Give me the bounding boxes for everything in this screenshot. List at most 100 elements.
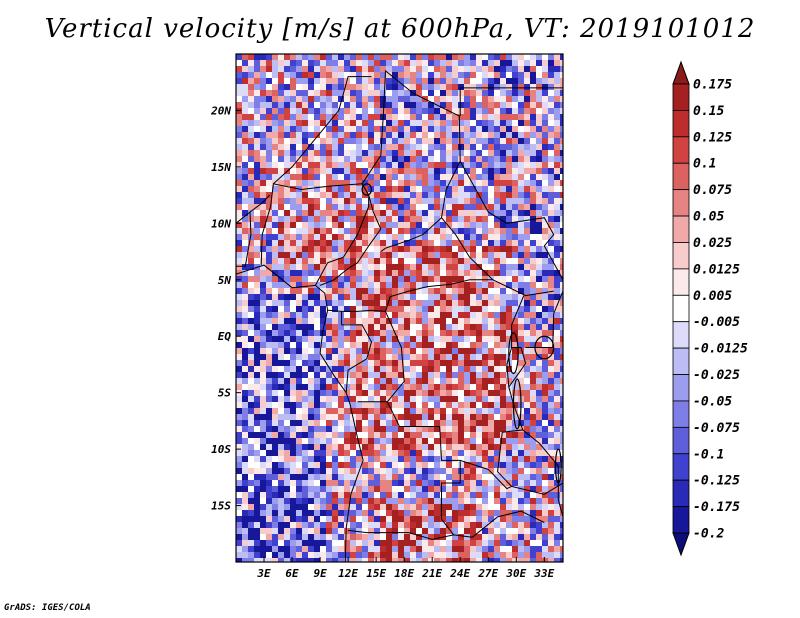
field-cell (344, 228, 351, 235)
field-cell (278, 192, 285, 199)
field-cell (236, 222, 243, 229)
field-cell (260, 480, 267, 487)
field-cell (416, 390, 423, 397)
field-cell (446, 210, 453, 217)
field-cell (422, 180, 429, 187)
field-cell (404, 558, 411, 562)
field-cell (452, 420, 459, 427)
field-cell (536, 138, 543, 145)
field-cell (416, 426, 423, 433)
field-cell (260, 468, 267, 475)
field-cell (482, 288, 489, 295)
field-cell (350, 360, 357, 367)
field-cell (386, 150, 393, 157)
field-cell (410, 354, 417, 361)
field-cell (290, 192, 297, 199)
field-cell (482, 444, 489, 451)
field-cell (524, 468, 531, 475)
field-cell (302, 216, 309, 223)
field-cell (464, 252, 471, 259)
field-cell (440, 306, 447, 313)
field-cell (530, 456, 537, 463)
field-cell (278, 492, 285, 499)
field-cell (470, 132, 477, 139)
field-cell (272, 306, 279, 313)
field-cell (302, 138, 309, 145)
field-cell (302, 402, 309, 409)
field-cell (374, 168, 381, 175)
field-cell (482, 456, 489, 463)
field-cell (446, 336, 453, 343)
field-cell (302, 294, 309, 301)
field-cell (278, 198, 285, 205)
field-cell (548, 168, 555, 175)
field-cell (524, 138, 531, 145)
field-cell (434, 204, 441, 211)
field-cell (446, 84, 453, 91)
field-cell (368, 66, 375, 73)
field-cell (410, 258, 417, 265)
field-cell (548, 492, 555, 499)
field-cell (554, 402, 561, 409)
field-cell (296, 378, 303, 385)
field-cell (374, 312, 381, 319)
field-cell (542, 372, 549, 379)
field-cell (524, 60, 531, 67)
field-cell (440, 504, 447, 511)
field-cell (236, 204, 243, 211)
field-cell (332, 180, 339, 187)
field-cell (356, 66, 363, 73)
field-cell (290, 396, 297, 403)
field-cell (488, 246, 495, 253)
field-cell (482, 210, 489, 217)
field-cell (410, 264, 417, 271)
field-cell (446, 360, 453, 367)
field-cell (446, 192, 453, 199)
field-cell (272, 372, 279, 379)
field-cell (464, 288, 471, 295)
field-cell (272, 330, 279, 337)
field-cell (512, 396, 519, 403)
field-cell (236, 552, 243, 559)
field-cell (248, 90, 255, 97)
field-cell (242, 312, 249, 319)
field-cell (464, 456, 471, 463)
field-cell (470, 438, 477, 445)
field-cell (464, 360, 471, 367)
field-cell (404, 324, 411, 331)
field-cell (344, 360, 351, 367)
field-cell (272, 540, 279, 547)
field-cell (266, 126, 273, 133)
field-cell (422, 72, 429, 79)
field-cell (338, 546, 345, 553)
field-cell (470, 96, 477, 103)
field-cell (452, 84, 459, 91)
field-cell (272, 384, 279, 391)
field-cell (374, 552, 381, 559)
field-cell (512, 288, 519, 295)
field-cell (242, 330, 249, 337)
field-cell (386, 480, 393, 487)
field-cell (434, 84, 441, 91)
field-cell (404, 210, 411, 217)
field-cell (326, 90, 333, 97)
field-cell (332, 486, 339, 493)
field-cell (338, 168, 345, 175)
field-cell (242, 102, 249, 109)
field-cell (554, 330, 561, 337)
field-cell (440, 444, 447, 451)
field-cell (296, 534, 303, 541)
field-cell (506, 240, 513, 247)
field-cell (494, 432, 501, 439)
field-cell (464, 552, 471, 559)
field-cell (326, 540, 333, 547)
field-cell (392, 306, 399, 313)
field-cell (500, 156, 507, 163)
field-cell (476, 84, 483, 91)
field-cell (314, 510, 321, 517)
field-cell (404, 156, 411, 163)
field-cell (542, 348, 549, 355)
field-cell (356, 390, 363, 397)
field-cell (428, 54, 435, 61)
field-cell (296, 510, 303, 517)
